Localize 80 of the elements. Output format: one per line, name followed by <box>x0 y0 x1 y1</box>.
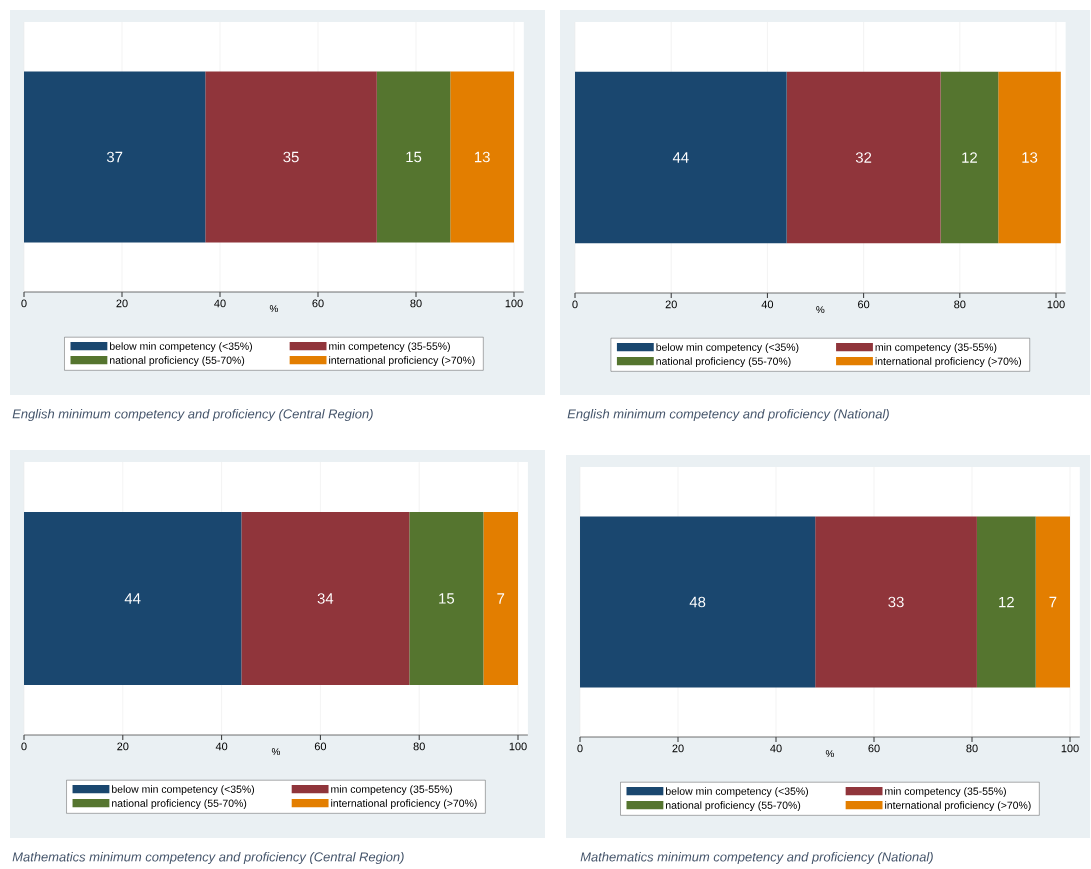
x-axis-title: % <box>271 748 281 756</box>
x-tick-label: 60 <box>858 300 870 309</box>
bar <box>815 516 977 688</box>
x-tick-label: 100 <box>1061 744 1079 753</box>
text: Mathematics minimum competency and proficiency (Central Region) <box>12 851 404 865</box>
bar <box>483 512 519 685</box>
bar <box>976 516 1036 688</box>
x-tick-label: 80 <box>410 299 422 308</box>
bar <box>24 512 242 685</box>
x-tick-label: 60 <box>868 744 880 753</box>
bar <box>580 516 816 688</box>
data-label: 12 <box>962 152 977 163</box>
text: Mathematics minimum competency and proficiency (National) <box>580 851 933 865</box>
x-tick-label: 80 <box>413 742 425 751</box>
text: English minimum competency and proficiency (National) <box>567 408 889 422</box>
bar <box>24 71 206 243</box>
legend-label: min competency (35-55%) <box>885 787 1006 797</box>
x-tick-label: 20 <box>117 742 129 751</box>
legend-label: national proficiency (55-70%) <box>656 357 791 368</box>
x-tick-label: 20 <box>116 299 128 308</box>
x-tick-label: 0 <box>572 300 578 309</box>
x-tick-label: 0 <box>21 299 27 308</box>
legend-label: international proficiency (>70%) <box>875 357 1022 368</box>
data-label: 7 <box>1049 596 1057 608</box>
x-tick-label: 60 <box>314 742 327 751</box>
x-tick-label: 100 <box>1047 300 1065 309</box>
legend-label: international proficiency (>70%) <box>331 799 477 810</box>
data-label: 44 <box>672 152 689 163</box>
x-tick-label: 40 <box>214 299 226 308</box>
x-tick-label: 40 <box>215 742 228 751</box>
bar <box>575 71 787 244</box>
x-tick-label: 0 <box>577 744 583 753</box>
data-label: 44 <box>124 593 141 604</box>
bar <box>241 512 410 685</box>
data-label: 34 <box>317 593 334 604</box>
x-tick-label: 80 <box>966 744 978 753</box>
legend-label: national proficiency (55-70%) <box>666 801 801 812</box>
data-label: 32 <box>855 152 872 163</box>
data-label: 33 <box>888 596 904 608</box>
bar <box>409 512 484 685</box>
legend-label: international proficiency (>70%) <box>329 356 475 367</box>
x-tick-label: 40 <box>761 300 774 309</box>
data-label: 12 <box>999 596 1014 608</box>
x-tick-label: 0 <box>21 742 27 751</box>
text: English minimum competency and proficiency (Central Region) <box>12 408 373 422</box>
bar <box>450 71 514 243</box>
x-tick-label: 60 <box>312 299 324 308</box>
bar <box>1035 516 1071 688</box>
bar <box>998 71 1061 244</box>
data-label: 48 <box>689 596 706 608</box>
x-tick-label: 80 <box>954 300 966 309</box>
legend-label: min competency (35-55%) <box>331 785 452 795</box>
x-tick-label: 20 <box>665 300 677 309</box>
data-label: 35 <box>283 151 299 163</box>
data-label: 7 <box>497 593 505 604</box>
bar <box>786 71 941 244</box>
data-label: 15 <box>439 593 455 604</box>
x-tick-label: 100 <box>509 742 527 751</box>
x-axis-title: % <box>825 750 834 758</box>
x-tick-label: 20 <box>672 744 684 753</box>
legend-label: below min competency (<35%) <box>666 787 808 797</box>
bar <box>205 71 377 243</box>
legend-label: min competency (35-55%) <box>875 343 997 353</box>
legend-label: international proficiency (>70%) <box>885 801 1031 812</box>
data-label: 13 <box>1022 152 1038 163</box>
legend-label: min competency (35-55%) <box>329 342 450 352</box>
legend-label: below min competency (<35%) <box>110 342 252 352</box>
x-tick-label: 40 <box>770 744 782 753</box>
data-label: 37 <box>106 151 123 163</box>
bar <box>376 71 451 243</box>
legend-label: national proficiency (55-70%) <box>110 356 245 367</box>
x-axis-title: % <box>816 306 825 314</box>
legend-label: national proficiency (55-70%) <box>112 799 247 810</box>
x-axis-title: % <box>269 305 278 313</box>
bar <box>940 71 999 244</box>
legend-label: below min competency (<35%) <box>112 785 255 795</box>
data-label: 13 <box>474 151 490 163</box>
x-tick-label: 100 <box>505 299 523 308</box>
legend-label: below min competency (<35%) <box>656 343 799 353</box>
data-label: 15 <box>406 151 422 163</box>
